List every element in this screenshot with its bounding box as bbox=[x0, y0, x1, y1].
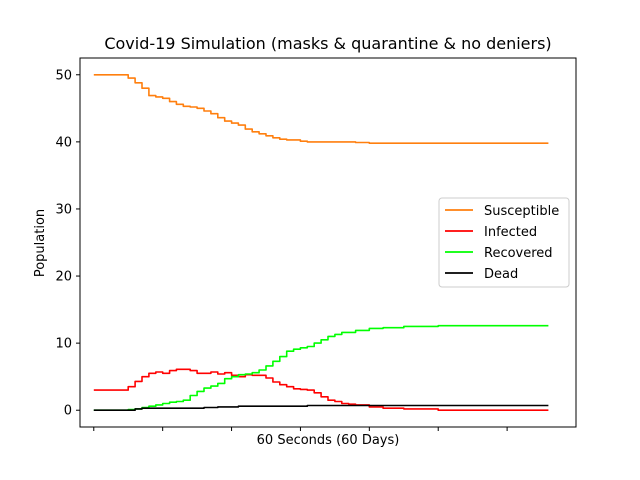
y-tick-label: 40 bbox=[55, 135, 72, 150]
series-line-susceptible bbox=[93, 74, 549, 144]
y-tick-label: 30 bbox=[55, 202, 72, 217]
chart-title: Covid-19 Simulation (masks & quarantine … bbox=[104, 34, 551, 53]
y-axis: 0 10 20 30 40 50 bbox=[55, 68, 80, 419]
x-axis bbox=[93, 427, 508, 431]
y-axis-label: Population bbox=[33, 209, 48, 277]
legend-label: Infected bbox=[484, 225, 537, 240]
legend-label: Dead bbox=[484, 267, 518, 282]
plot-frame bbox=[79, 57, 577, 428]
legend: Susceptible Infected Recovered Dead bbox=[438, 197, 570, 288]
y-tick-label: 0 bbox=[64, 404, 72, 419]
y-tick-label: 50 bbox=[55, 68, 72, 83]
legend-box bbox=[438, 197, 570, 288]
y-tick-label: 20 bbox=[55, 270, 72, 285]
x-axis-label: 60 Seconds (60 Days) bbox=[257, 433, 400, 448]
series-line-recovered bbox=[93, 324, 549, 411]
y-tick-label: 10 bbox=[55, 337, 72, 352]
series-line-infected bbox=[93, 368, 549, 411]
legend-label: Recovered bbox=[484, 246, 553, 261]
series-layer bbox=[93, 74, 549, 411]
legend-label: Susceptible bbox=[484, 204, 559, 219]
series-line-dead bbox=[93, 404, 549, 411]
